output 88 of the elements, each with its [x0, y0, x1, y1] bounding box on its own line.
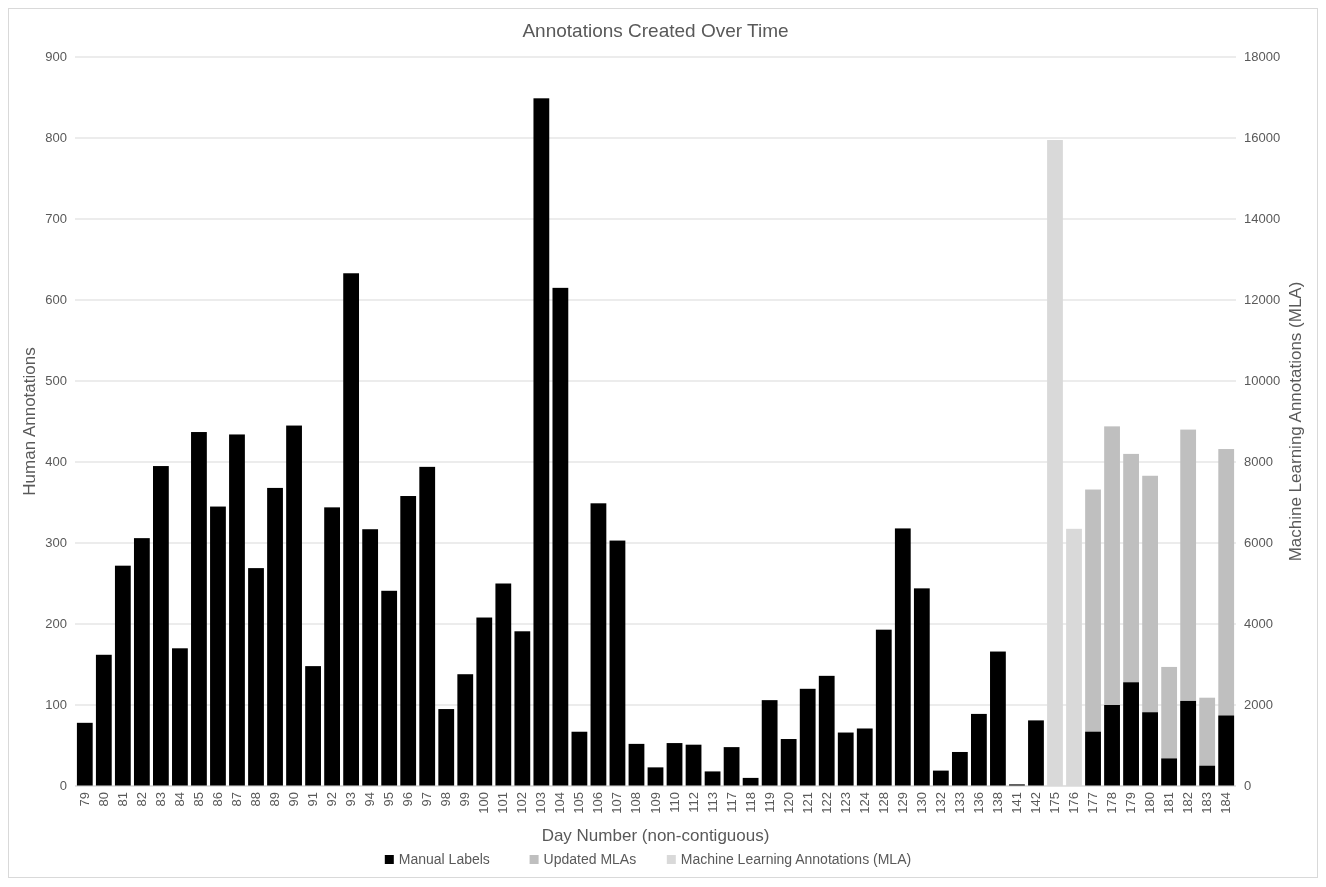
x-tick-label: 94 [362, 792, 378, 807]
x-tick-label: 176 [1066, 792, 1082, 814]
x-tick-label: 91 [305, 792, 321, 807]
y-tick-label: 900 [45, 49, 67, 64]
x-tick-label: 102 [514, 792, 530, 814]
x-tick-label: 96 [400, 792, 416, 807]
x-tick-label: 184 [1218, 792, 1234, 814]
x-tick-label: 82 [133, 792, 149, 807]
x-tick-label: 124 [856, 792, 872, 814]
x-tick-label: 107 [609, 792, 625, 814]
x-tick-label: 98 [438, 792, 454, 807]
x-tick-label: 100 [476, 792, 492, 814]
y2-tick-label: 18000 [1244, 49, 1281, 64]
y2-tick-label: 16000 [1244, 130, 1281, 145]
y-axis-title: Human Annotations [20, 347, 39, 496]
x-tick-label: 106 [590, 792, 606, 814]
x-tick-label: 180 [1142, 792, 1158, 814]
x-tick-label: 89 [267, 792, 283, 807]
x-tick-label: 130 [913, 792, 929, 814]
x-tick-label: 97 [419, 792, 435, 807]
x-tick-label: 80 [95, 792, 111, 807]
legend-label: Manual Labels [398, 851, 490, 867]
y-tick-label: 400 [45, 454, 67, 469]
x-tick-label: 81 [114, 792, 130, 807]
x-axis-title: Day Number (non-contiguous) [541, 826, 770, 845]
y-tick-label: 200 [45, 616, 67, 631]
x-tick-label: 136 [970, 792, 986, 814]
legend-label: Machine Learning Annotations (MLA) [680, 851, 912, 867]
x-tick-label: 141 [1008, 792, 1024, 814]
x-tick-label: 121 [799, 792, 815, 814]
y2-tick-label: 8000 [1244, 454, 1273, 469]
x-tick-label: 101 [495, 792, 511, 814]
x-tick-label: 182 [1180, 792, 1196, 814]
x-tick-label: 84 [171, 792, 187, 807]
y2-tick-label: 2000 [1244, 697, 1273, 712]
y2-tick-label: 10000 [1244, 373, 1281, 388]
y-tick-label: 600 [45, 292, 67, 307]
x-tick-label: 132 [932, 792, 948, 814]
x-tick-label: 108 [628, 792, 644, 814]
x-tick-label: 95 [381, 792, 397, 807]
x-tick-label: 128 [875, 792, 891, 814]
x-tick-label: 178 [1104, 792, 1120, 814]
x-tick-label: 177 [1085, 792, 1101, 814]
y-tick-label: 800 [45, 130, 67, 145]
x-tick-label: 142 [1027, 792, 1043, 814]
x-tick-label: 104 [552, 792, 568, 814]
legend-label: Updated MLAs [543, 851, 637, 867]
y-tick-label: 500 [45, 373, 67, 388]
x-tick-label: 86 [209, 792, 225, 807]
x-tick-label: 93 [343, 792, 359, 807]
x-tick-label: 103 [533, 792, 549, 814]
x-tick-label: 117 [723, 792, 739, 813]
y2-tick-label: 12000 [1244, 292, 1281, 307]
y2-tick-label: 14000 [1244, 211, 1281, 226]
x-tick-label: 123 [837, 792, 853, 814]
x-tick-label: 87 [228, 792, 244, 807]
y2-tick-label: 6000 [1244, 535, 1273, 550]
x-tick-label: 179 [1123, 792, 1139, 814]
y-tick-label: 700 [45, 211, 67, 226]
x-tick-label: 175 [1046, 792, 1062, 814]
x-tick-label: 92 [324, 792, 340, 807]
chart-title: Annotations Created Over Time [522, 20, 789, 41]
x-tick-label: 105 [571, 792, 587, 814]
y2-tick-label: 4000 [1244, 616, 1273, 631]
x-tick-label: 138 [989, 792, 1005, 814]
x-tick-label: 112 [685, 792, 701, 813]
x-tick-label: 90 [286, 792, 302, 807]
x-tick-label: 110 [666, 792, 682, 813]
x-tick-label: 120 [780, 792, 796, 814]
y-tick-label: 300 [45, 535, 67, 550]
y2-axis-title: Machine Learning Annotations (MLA) [1286, 281, 1305, 562]
x-tick-label: 109 [647, 792, 663, 814]
y2-tick-label: 0 [1244, 778, 1252, 793]
x-tick-label: 122 [818, 792, 834, 814]
x-tick-label: 129 [894, 792, 910, 814]
x-tick-label: 183 [1199, 792, 1215, 814]
y-tick-label: 100 [45, 697, 67, 712]
x-tick-label: 133 [951, 792, 967, 814]
x-tick-label: 113 [704, 792, 720, 813]
x-tick-label: 118 [742, 792, 758, 813]
y-tick-label: 0 [59, 778, 67, 793]
x-tick-label: 85 [190, 792, 206, 807]
x-tick-label: 181 [1161, 792, 1177, 814]
x-tick-label: 99 [457, 792, 473, 807]
x-tick-label: 119 [761, 792, 777, 813]
x-tick-label: 88 [248, 792, 264, 807]
x-tick-label: 83 [152, 792, 168, 807]
x-tick-label: 79 [76, 792, 92, 807]
